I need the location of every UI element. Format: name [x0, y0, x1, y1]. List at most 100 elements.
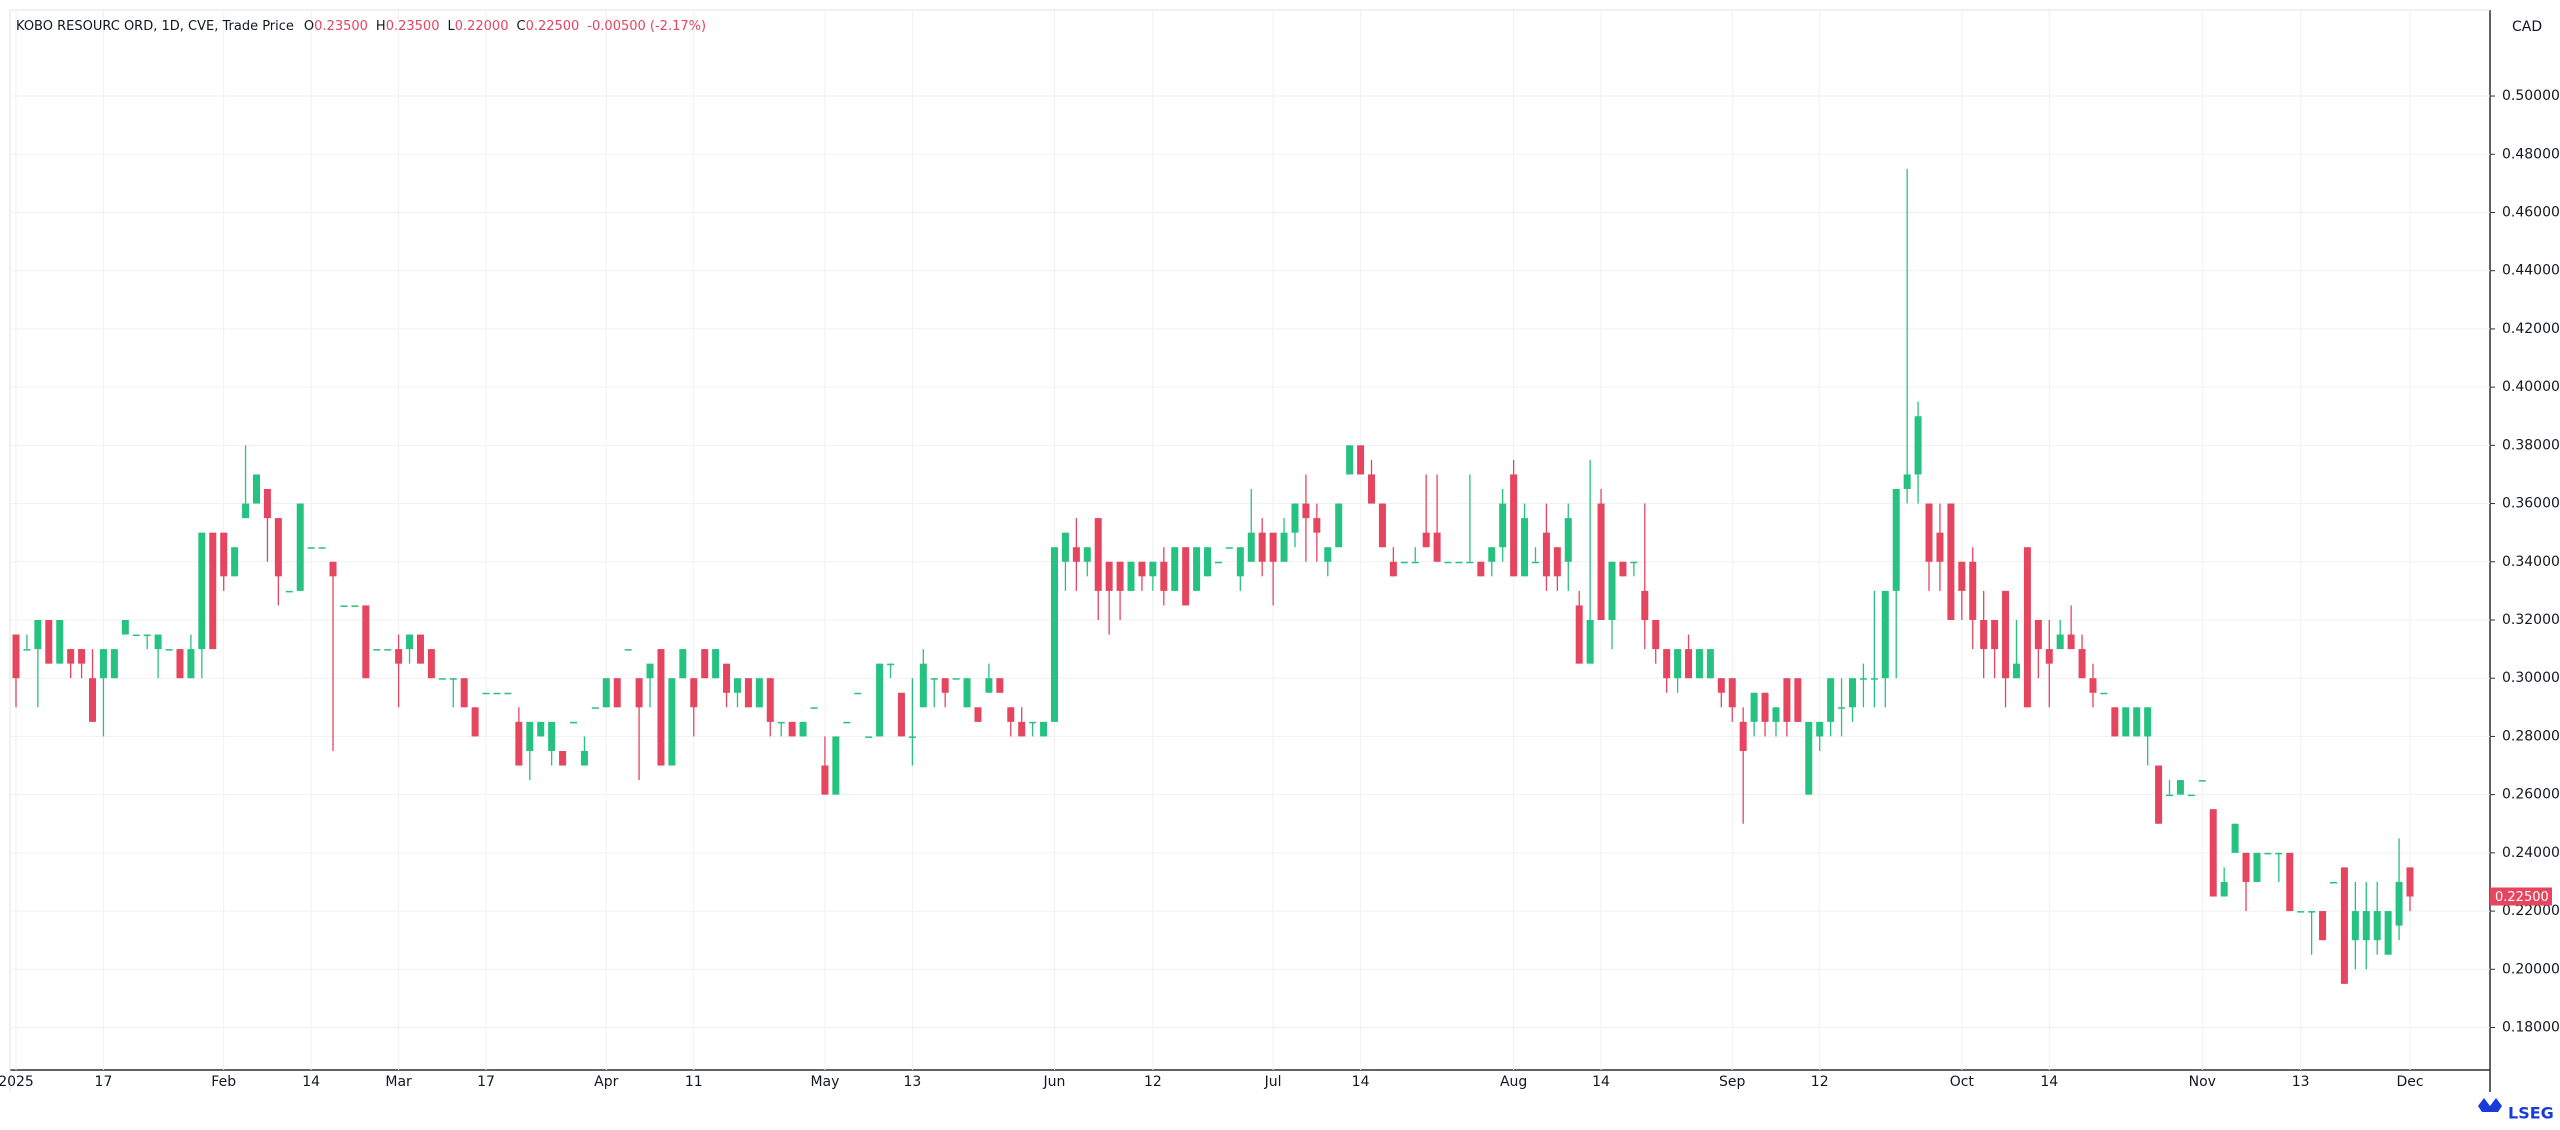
header-value: 0.23500 — [386, 19, 440, 34]
candle-body — [1728, 678, 1736, 708]
header-change: -0.00500 (-2.17%) — [587, 19, 706, 34]
candle-body — [2297, 911, 2305, 913]
candle-body — [2122, 707, 2130, 737]
candle-body — [2144, 707, 2152, 737]
x-tick-label: Nov — [2189, 1074, 2216, 1090]
candle-body — [67, 649, 75, 664]
candle-body — [570, 721, 578, 724]
candle-body — [755, 678, 763, 708]
brand-logo: LSEG — [2478, 1098, 2554, 1123]
candle-body — [198, 532, 206, 650]
y-tick-label: 0.48000 — [2502, 146, 2560, 162]
y-tick-label: 0.46000 — [2502, 204, 2560, 220]
candle-body — [1936, 532, 1944, 562]
candle-body — [1969, 561, 1977, 620]
y-tick-label: 0.42000 — [2502, 321, 2560, 337]
candle-body — [34, 619, 42, 650]
candle-body — [2067, 634, 2075, 650]
candle-body — [2002, 590, 2010, 679]
candle-body — [2100, 692, 2108, 695]
candle-body — [788, 721, 796, 737]
candle-body — [274, 518, 282, 577]
candle-body — [766, 678, 774, 722]
candle-body — [1444, 561, 1452, 564]
candle-body — [209, 532, 217, 650]
candle-body — [176, 649, 184, 679]
candle-body — [2275, 852, 2283, 855]
candle-body — [1838, 707, 1846, 709]
candle-body — [2242, 852, 2250, 882]
candle-body — [1346, 445, 1354, 475]
candle-body — [635, 678, 643, 708]
header-value: 0.23500 — [314, 19, 368, 34]
candle-body — [1564, 518, 1572, 562]
candle-body — [187, 649, 195, 679]
candle-body — [559, 750, 567, 766]
candle-body — [1083, 547, 1091, 562]
last-price-box — [2490, 887, 2552, 906]
y-tick-label: 0.28000 — [2502, 728, 2560, 744]
candle-body — [537, 721, 545, 737]
y-tick-label: 0.20000 — [2502, 961, 2560, 977]
candle-body — [2406, 867, 2414, 897]
candle-body — [1422, 532, 1430, 548]
candle-body — [2209, 809, 2217, 897]
brand-icon — [2478, 1098, 2502, 1112]
candle-body — [1149, 561, 1157, 577]
candle-body — [1750, 692, 1758, 722]
candle-body — [854, 692, 862, 695]
y-tick-label: 0.22000 — [2502, 903, 2560, 919]
y-tick-label: 0.18000 — [2502, 1020, 2560, 1036]
candle-body — [1783, 678, 1791, 722]
y-tick-label: 0.40000 — [2502, 379, 2560, 395]
candle-body — [1652, 619, 1660, 650]
candle-body — [504, 692, 512, 695]
candle-body — [416, 634, 424, 664]
candle-body — [78, 649, 86, 664]
candle-body — [1204, 547, 1212, 577]
candle-body — [1870, 678, 1878, 680]
candle-body — [1772, 707, 1780, 722]
x-tick-label: 2025 — [0, 1074, 34, 1090]
candle-body — [1324, 547, 1332, 562]
candle-body — [143, 634, 151, 637]
candle-body — [1302, 503, 1310, 519]
candle-body — [1411, 561, 1419, 564]
x-tick-label: 12 — [1811, 1074, 1829, 1090]
x-tick-label: 11 — [685, 1074, 703, 1090]
y-tick-label: 0.34000 — [2502, 554, 2560, 570]
candle-body — [930, 678, 938, 680]
candle-body — [1335, 503, 1343, 548]
candle-body — [1389, 561, 1397, 577]
candle-body — [1193, 547, 1201, 591]
candle-body — [154, 634, 162, 650]
candle-body — [1685, 649, 1693, 679]
candle-body — [1641, 590, 1649, 620]
header-value: 0.22500 — [526, 19, 580, 34]
candle-body — [1171, 547, 1179, 591]
candle-body — [810, 707, 818, 709]
candle-body — [1116, 561, 1124, 591]
header-key: O — [304, 19, 314, 34]
candle-body — [384, 649, 392, 651]
candle-body — [723, 663, 731, 693]
candle-body — [1247, 532, 1255, 562]
candle-body — [1947, 503, 1955, 620]
candle-body — [1182, 547, 1190, 606]
candle-body — [1521, 518, 1529, 577]
candle-body — [1739, 721, 1747, 751]
candle-body — [799, 721, 807, 737]
x-tick-label: 17 — [477, 1074, 495, 1090]
candle-body — [1280, 532, 1288, 562]
candle-body — [2395, 881, 2403, 926]
candle-body — [1925, 503, 1933, 562]
y-tick-label: 0.32000 — [2502, 612, 2560, 628]
candle-body — [45, 619, 53, 664]
x-tick-label: 13 — [903, 1074, 921, 1090]
candle-body — [1488, 547, 1496, 562]
candle-body — [242, 503, 250, 519]
candle-body — [231, 547, 239, 577]
x-tick-label: 17 — [95, 1074, 113, 1090]
header: KOBO RESOURC ORD, 1D, CVE, Trade Price O0… — [16, 19, 706, 34]
candle-body — [340, 605, 348, 607]
